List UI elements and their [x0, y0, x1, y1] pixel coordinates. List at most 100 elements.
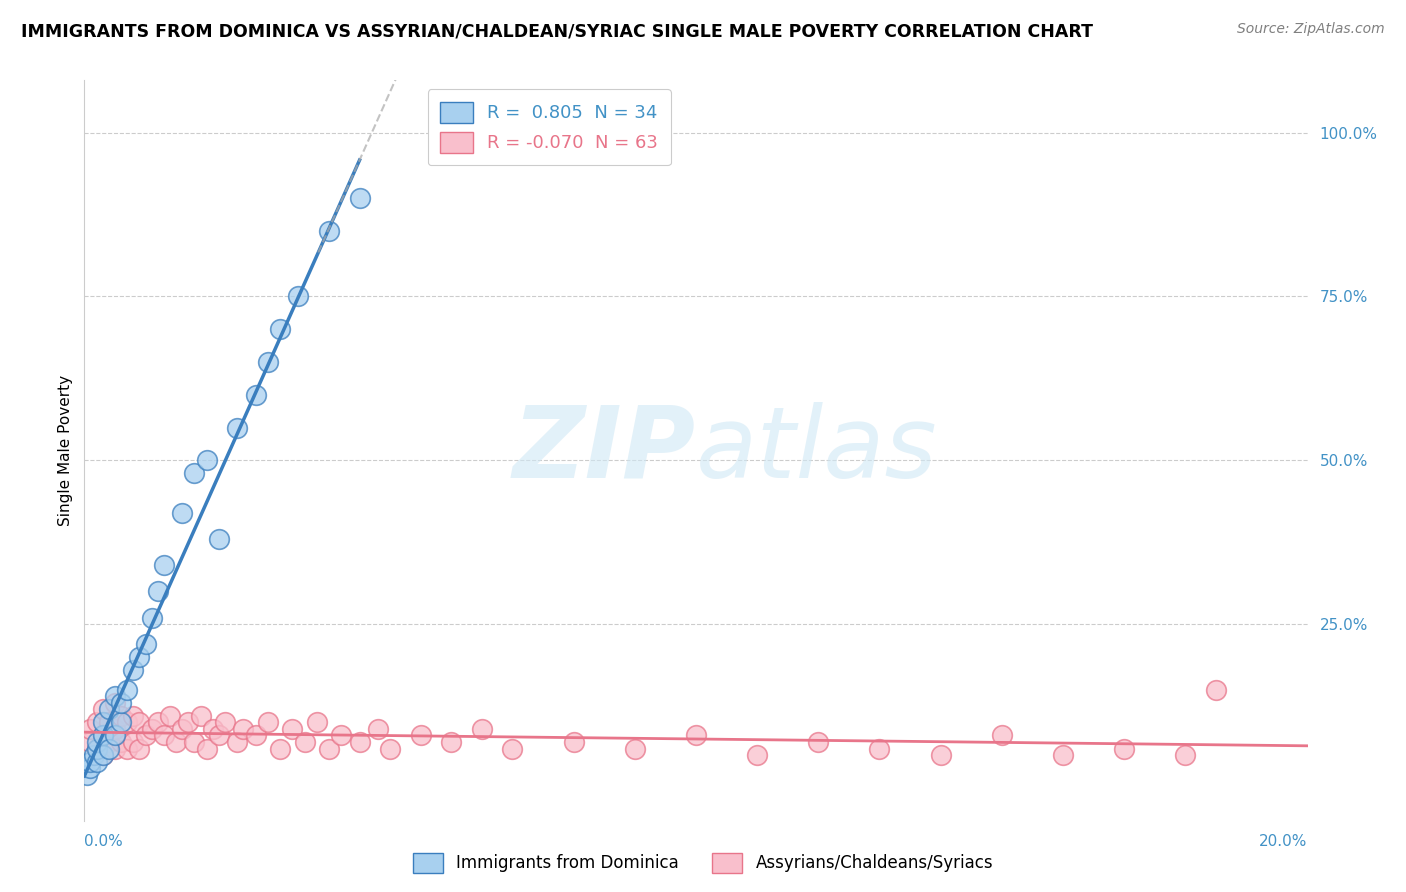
Point: [91, 702, 114, 716]
Point: [257, 355, 280, 369]
Point: [86, 741, 108, 756]
Point: [110, 708, 132, 723]
Point: [110, 715, 132, 730]
Point: [128, 715, 150, 730]
Text: atlas: atlas: [696, 402, 938, 499]
Text: 0.0%: 0.0%: [84, 834, 124, 849]
Point: [115, 682, 138, 697]
Point: [86, 755, 108, 769]
Point: [747, 748, 769, 763]
Point: [79, 755, 101, 769]
Point: [104, 689, 127, 703]
Point: [232, 722, 254, 736]
Point: [91, 748, 114, 763]
Point: [562, 735, 585, 749]
Point: [183, 467, 205, 481]
Point: [104, 741, 127, 756]
Point: [245, 729, 267, 743]
Point: [104, 729, 127, 743]
Point: [97, 735, 120, 749]
Point: [86, 715, 108, 730]
Point: [869, 741, 891, 756]
Point: [294, 735, 316, 749]
Point: [1205, 682, 1227, 697]
Point: [349, 191, 371, 205]
Point: [146, 584, 169, 599]
Point: [79, 722, 101, 736]
Point: [269, 741, 291, 756]
Point: [318, 224, 340, 238]
Text: Source: ZipAtlas.com: Source: ZipAtlas.com: [1237, 22, 1385, 37]
Point: [349, 735, 371, 749]
Point: [165, 735, 187, 749]
Point: [91, 748, 114, 763]
Text: ZIP: ZIP: [513, 402, 696, 499]
Point: [86, 741, 108, 756]
Point: [86, 735, 108, 749]
Point: [1114, 741, 1136, 756]
Point: [208, 532, 231, 546]
Legend: Immigrants from Dominica, Assyrians/Chaldeans/Syriacs: Immigrants from Dominica, Assyrians/Chal…: [406, 847, 1000, 880]
Y-axis label: Single Male Poverty: Single Male Poverty: [58, 375, 73, 526]
Point: [122, 663, 145, 677]
Point: [135, 729, 157, 743]
Point: [226, 420, 249, 434]
Point: [1174, 748, 1197, 763]
Point: [122, 735, 145, 749]
Point: [177, 715, 200, 730]
Point: [807, 735, 830, 749]
Point: [79, 735, 101, 749]
Point: [79, 761, 101, 775]
Point: [287, 289, 309, 303]
Point: [624, 741, 647, 756]
Point: [195, 453, 218, 467]
Point: [122, 708, 145, 723]
Point: [257, 715, 280, 730]
Point: [214, 715, 236, 730]
Text: IMMIGRANTS FROM DOMINICA VS ASSYRIAN/CHALDEAN/SYRIAC SINGLE MALE POVERTY CORRELA: IMMIGRANTS FROM DOMINICA VS ASSYRIAN/CHA…: [21, 22, 1092, 40]
Point: [201, 722, 224, 736]
Point: [104, 722, 127, 736]
Point: [929, 748, 952, 763]
Point: [208, 729, 231, 743]
Point: [226, 735, 249, 749]
Point: [91, 729, 114, 743]
Point: [245, 388, 267, 402]
Point: [440, 735, 463, 749]
Point: [76, 768, 98, 782]
Text: 20.0%: 20.0%: [1260, 834, 1308, 849]
Point: [380, 741, 402, 756]
Point: [409, 729, 432, 743]
Point: [83, 748, 105, 763]
Point: [471, 722, 494, 736]
Point: [172, 506, 194, 520]
Point: [104, 696, 127, 710]
Legend: R =  0.805  N = 34, R = -0.070  N = 63: R = 0.805 N = 34, R = -0.070 N = 63: [427, 89, 671, 165]
Point: [97, 715, 120, 730]
Point: [153, 558, 176, 573]
Point: [97, 702, 120, 716]
Point: [305, 715, 328, 730]
Point: [141, 722, 163, 736]
Point: [91, 715, 114, 730]
Point: [367, 722, 389, 736]
Point: [318, 741, 340, 756]
Point: [195, 741, 218, 756]
Point: [685, 729, 707, 743]
Point: [110, 696, 132, 710]
Point: [135, 637, 157, 651]
Point: [1052, 748, 1074, 763]
Point: [128, 741, 150, 756]
Point: [190, 708, 212, 723]
Point: [115, 741, 138, 756]
Point: [172, 722, 194, 736]
Point: [330, 729, 353, 743]
Point: [141, 610, 163, 624]
Point: [991, 729, 1014, 743]
Point: [269, 322, 291, 336]
Point: [159, 708, 181, 723]
Point: [146, 715, 169, 730]
Point: [281, 722, 304, 736]
Point: [502, 741, 524, 756]
Point: [115, 715, 138, 730]
